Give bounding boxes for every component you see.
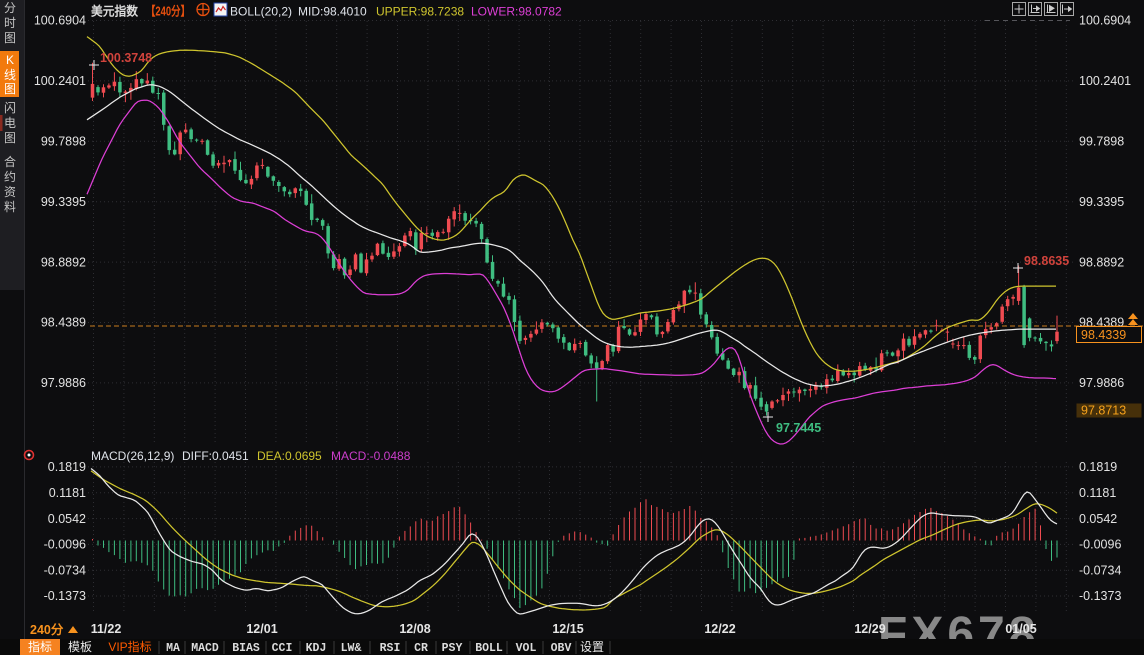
svg-text:VIP指标: VIP指标 — [108, 639, 151, 654]
svg-text:PSY: PSY — [442, 642, 463, 655]
svg-text:0.1819: 0.1819 — [1079, 460, 1117, 474]
svg-text:99.7898: 99.7898 — [1079, 135, 1124, 149]
svg-text:MACD: MACD — [191, 642, 219, 655]
svg-text:0.1181: 0.1181 — [1079, 486, 1116, 500]
svg-text:闪: 闪 — [4, 101, 16, 115]
svg-text:模板: 模板 — [68, 640, 92, 654]
svg-text:MACD:-0.0488: MACD:-0.0488 — [331, 449, 411, 463]
svg-text:97.7445: 97.7445 — [776, 421, 821, 435]
svg-text:12/29: 12/29 — [854, 622, 885, 636]
svg-text:MID:98.4010: MID:98.4010 — [298, 5, 367, 19]
svg-text:99.7898: 99.7898 — [41, 135, 86, 149]
svg-text:料: 料 — [4, 200, 16, 214]
svg-text:设置: 设置 — [580, 640, 604, 654]
svg-text:98.8635: 98.8635 — [1024, 254, 1069, 268]
svg-text:图: 图 — [4, 131, 16, 145]
svg-text:97.8713: 97.8713 — [1081, 404, 1126, 418]
svg-text:图: 图 — [4, 31, 16, 45]
svg-text:MA: MA — [166, 642, 180, 655]
svg-text:12/15: 12/15 — [552, 622, 583, 636]
svg-text:97.9886: 97.9886 — [1079, 376, 1124, 390]
svg-text:100.6904: 100.6904 — [1079, 14, 1131, 28]
svg-text:指标: 指标 — [28, 639, 52, 654]
svg-text:01/05: 01/05 — [1005, 622, 1036, 636]
svg-text:图: 图 — [4, 82, 16, 96]
svg-text:BOLL(20,2): BOLL(20,2) — [230, 5, 292, 19]
svg-text:98.8892: 98.8892 — [1079, 255, 1124, 269]
svg-text:11/22: 11/22 — [91, 622, 122, 636]
svg-text:VOL: VOL — [516, 642, 537, 655]
svg-text:97.9886: 97.9886 — [41, 376, 86, 390]
svg-text:RSI: RSI — [380, 642, 401, 655]
svg-text:线: 线 — [4, 68, 16, 82]
svg-text:约: 约 — [4, 169, 16, 184]
svg-text:K: K — [6, 53, 14, 67]
svg-text:98.4389: 98.4389 — [41, 316, 86, 330]
svg-text:OBV: OBV — [551, 642, 572, 655]
svg-text:240分: 240分 — [30, 622, 64, 637]
svg-text:美元指数: 美元指数 — [91, 4, 138, 19]
svg-text:CR: CR — [414, 642, 428, 655]
svg-text:0.0542: 0.0542 — [1079, 512, 1117, 526]
svg-text:12/01: 12/01 — [246, 622, 277, 636]
svg-text:100.2401: 100.2401 — [1079, 74, 1131, 88]
svg-text:【240分】: 【240分】 — [146, 4, 190, 19]
svg-text:DIFF:0.0451: DIFF:0.0451 — [182, 449, 249, 463]
svg-text:CCI: CCI — [272, 642, 293, 655]
svg-text:分: 分 — [4, 1, 16, 15]
svg-text:LOWER:98.0782: LOWER:98.0782 — [471, 5, 562, 19]
svg-text:合: 合 — [4, 154, 16, 169]
svg-text:BIAS: BIAS — [232, 642, 260, 655]
svg-text:12/22: 12/22 — [704, 622, 735, 636]
svg-text:资: 资 — [4, 185, 16, 199]
svg-text:98.4339: 98.4339 — [1081, 328, 1126, 342]
svg-text:-0.0734: -0.0734 — [1079, 563, 1121, 577]
svg-text:KDJ: KDJ — [306, 642, 327, 655]
svg-text:0.1181: 0.1181 — [49, 486, 86, 500]
svg-text:99.3395: 99.3395 — [1079, 195, 1124, 209]
svg-text:-0.0096: -0.0096 — [1079, 538, 1121, 552]
svg-text:100.3748: 100.3748 — [100, 51, 152, 65]
svg-text:-0.1373: -0.1373 — [1079, 589, 1121, 603]
svg-text:BOLL: BOLL — [475, 642, 503, 655]
svg-text:0.0542: 0.0542 — [48, 512, 86, 526]
svg-text:时: 时 — [4, 16, 16, 30]
svg-text:MACD(26,12,9): MACD(26,12,9) — [91, 449, 174, 463]
svg-text:99.3395: 99.3395 — [41, 195, 86, 209]
svg-text:100.6904: 100.6904 — [34, 14, 86, 28]
svg-text:DEA:0.0695: DEA:0.0695 — [257, 449, 322, 463]
svg-text:0.1819: 0.1819 — [48, 460, 86, 474]
svg-text:-0.0096: -0.0096 — [44, 538, 86, 552]
svg-text:-0.1373: -0.1373 — [44, 589, 86, 603]
svg-text:电: 电 — [4, 116, 16, 130]
svg-text:100.2401: 100.2401 — [34, 74, 86, 88]
svg-text:12/08: 12/08 — [399, 622, 430, 636]
svg-text:-0.0734: -0.0734 — [44, 563, 86, 577]
svg-text:98.8892: 98.8892 — [41, 255, 86, 269]
svg-text:UPPER:98.7238: UPPER:98.7238 — [376, 5, 464, 19]
svg-text:LW&: LW& — [341, 642, 362, 655]
